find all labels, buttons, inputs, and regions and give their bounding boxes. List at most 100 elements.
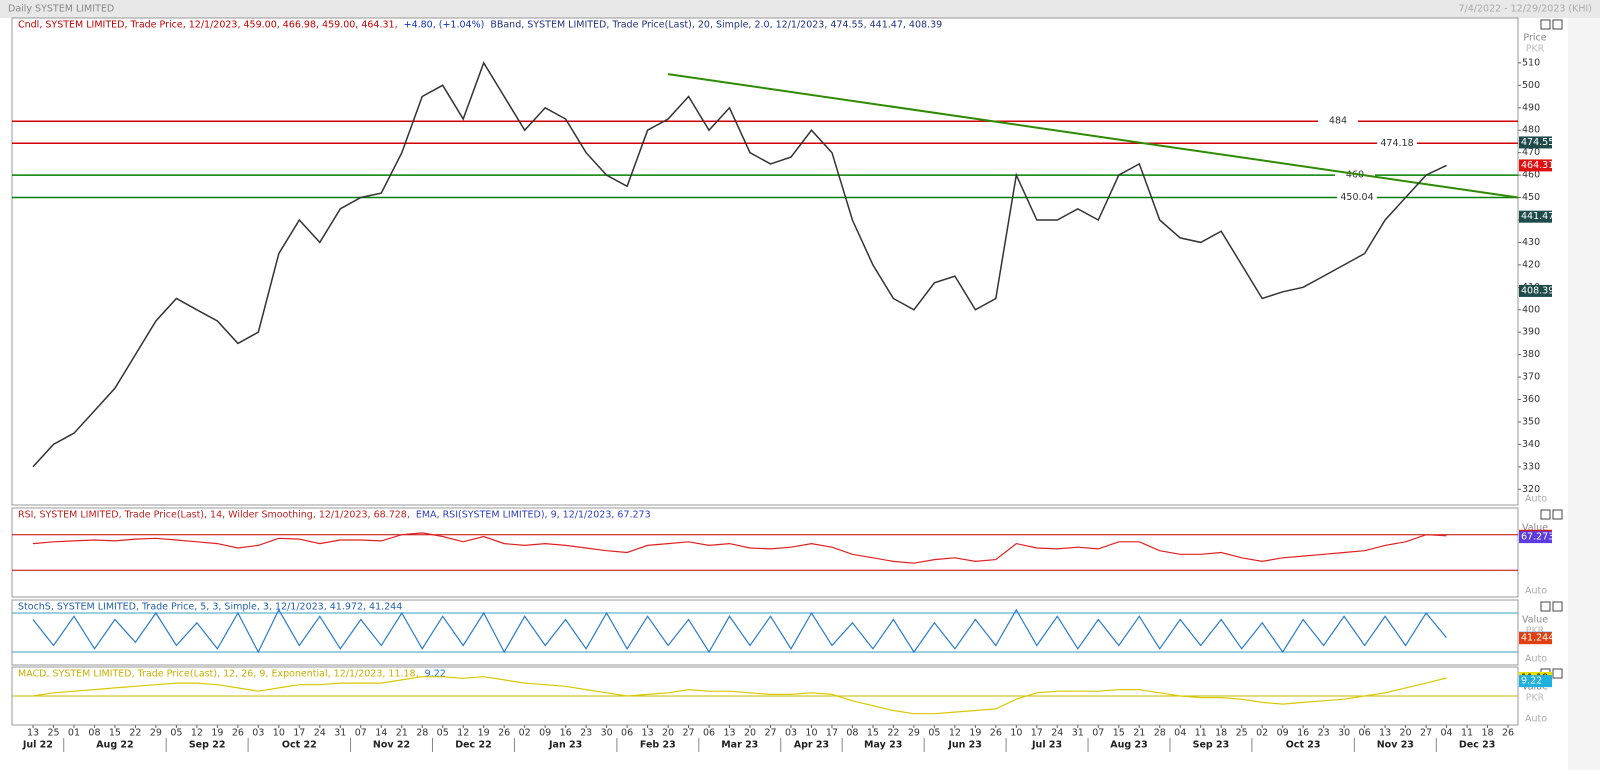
x-tick-label: 27	[764, 728, 776, 739]
x-tick-label: 02	[1256, 728, 1268, 739]
legend-text: StochS, SYSTEM LIMITED, Trade Price, 5, …	[18, 602, 402, 613]
month-label: Jul 22	[22, 740, 53, 751]
series-line	[32, 608, 1447, 654]
x-tick-label: 12	[191, 728, 203, 739]
x-tick-label: 17	[293, 728, 305, 739]
scale-mode[interactable]: Auto	[1525, 586, 1547, 597]
level-label: 450.04	[1340, 192, 1373, 203]
x-tick-label: 04	[1440, 728, 1452, 739]
y-tick-label: 420	[1522, 259, 1540, 270]
y-tick-label: 490	[1522, 102, 1540, 113]
month-label: Jan 23	[548, 740, 582, 751]
value-tag-label: 41.244	[1521, 633, 1554, 644]
x-tick-label: 30	[601, 728, 613, 739]
x-tick-label: 15	[1113, 728, 1125, 739]
panel-close[interactable]	[1552, 19, 1563, 30]
level-label-bg	[1377, 137, 1417, 150]
month-label: Aug 22	[96, 740, 133, 751]
x-tick-label: 13	[642, 728, 654, 739]
x-tick-label: 18	[1481, 728, 1493, 739]
value-tag	[1519, 675, 1552, 688]
legend-text: +4.80, (+1.04%)	[404, 20, 485, 31]
x-tick-label: 10	[273, 728, 285, 739]
x-tick-label: 05	[928, 728, 940, 739]
x-tick-label: 26	[498, 728, 510, 739]
panel-minimize[interactable]	[1540, 509, 1551, 520]
series-line	[32, 532, 1447, 564]
value-tag-label: 441.47	[1521, 211, 1554, 222]
x-tick-label: 07	[355, 728, 367, 739]
y-tick-label: 390	[1522, 327, 1540, 338]
scale-mode[interactable]: Auto	[1525, 654, 1547, 665]
x-tick-label: 24	[314, 728, 326, 739]
month-label: Mar 23	[721, 740, 758, 751]
month-label: Jun 23	[947, 740, 982, 751]
x-tick-label: 11	[1195, 728, 1207, 739]
window-title: Daily SYSTEM LIMITED	[8, 4, 114, 15]
axis-title: Value	[1522, 615, 1548, 626]
month-label: Aug 23	[1110, 740, 1147, 751]
level-label: 460	[1346, 170, 1364, 181]
x-tick-label: 22	[129, 728, 141, 739]
x-tick-label: 20	[1400, 728, 1412, 739]
month-label: Nov 22	[373, 740, 410, 751]
x-tick-label: 13	[27, 728, 39, 739]
x-tick-label: 06	[621, 728, 633, 739]
y-tick-label: 350	[1522, 416, 1540, 427]
x-tick-label: 26	[990, 728, 1002, 739]
y-tick-label: 460	[1522, 170, 1540, 181]
x-tick-label: 18	[1215, 728, 1227, 739]
y-tick-label: 360	[1522, 394, 1540, 405]
x-tick-label: 22	[887, 728, 899, 739]
title-bar	[0, 0, 1600, 18]
x-tick-label: 26	[1502, 728, 1514, 739]
x-tick-label: 05	[170, 728, 182, 739]
y-tick-label: 330	[1522, 461, 1540, 472]
x-tick-label: 28	[1154, 728, 1166, 739]
panel-minimize[interactable]	[1540, 19, 1551, 30]
scale-mode[interactable]: Auto	[1525, 714, 1547, 725]
x-tick-label: 10	[1010, 728, 1022, 739]
level-label: 484	[1329, 116, 1347, 127]
date-range: 7/4/2022 - 12/29/2023 (KHI)	[1459, 4, 1593, 15]
axis-title: Price	[1523, 33, 1546, 44]
x-tick-label: 26	[232, 728, 244, 739]
x-tick-label: 24	[1051, 728, 1063, 739]
x-tick-label: 25	[1236, 728, 1248, 739]
level-label-bg	[1337, 191, 1377, 204]
x-tick-label: 23	[580, 728, 592, 739]
panel-close[interactable]	[1552, 601, 1563, 612]
x-tick-label: 17	[826, 728, 838, 739]
y-tick-label: 380	[1522, 349, 1540, 360]
x-tick-label: 15	[867, 728, 879, 739]
x-tick-label: 29	[908, 728, 920, 739]
x-tick-label: 10	[805, 728, 817, 739]
level-label: 474.18	[1380, 138, 1413, 149]
x-tick-label: 03	[252, 728, 264, 739]
trendline	[667, 73, 1519, 199]
x-tick-label: 04	[1174, 728, 1186, 739]
value-tag	[1519, 159, 1552, 172]
x-tick-label: 19	[478, 728, 490, 739]
x-tick-label: 01	[68, 728, 80, 739]
x-tick-label: 09	[1277, 728, 1289, 739]
legend-text: EMA, RSI(SYSTEM LIMITED), 9, 12/1/2023, …	[416, 510, 651, 521]
value-tag	[1519, 632, 1552, 645]
y-tick-label: 500	[1522, 80, 1540, 91]
legend-text: 9.22	[425, 669, 446, 680]
side-strip	[1568, 18, 1600, 770]
x-tick-label: 30	[1338, 728, 1350, 739]
series-line	[32, 61, 1447, 468]
panel-close[interactable]	[1552, 668, 1563, 679]
panel-minimize[interactable]	[1540, 601, 1551, 612]
value-tag-label: 408.39	[1521, 285, 1554, 296]
panel-close[interactable]	[1552, 509, 1563, 520]
series-line	[32, 676, 1447, 715]
month-label: Dec 23	[1459, 740, 1496, 751]
x-tick-label: 20	[744, 728, 756, 739]
legend-text: BBand, SYSTEM LIMITED, Trade Price(Last)…	[490, 20, 942, 31]
scale-mode[interactable]: Auto	[1525, 494, 1547, 505]
axis-unit: PKR	[1526, 626, 1545, 637]
y-tick-label: 400	[1522, 304, 1540, 315]
